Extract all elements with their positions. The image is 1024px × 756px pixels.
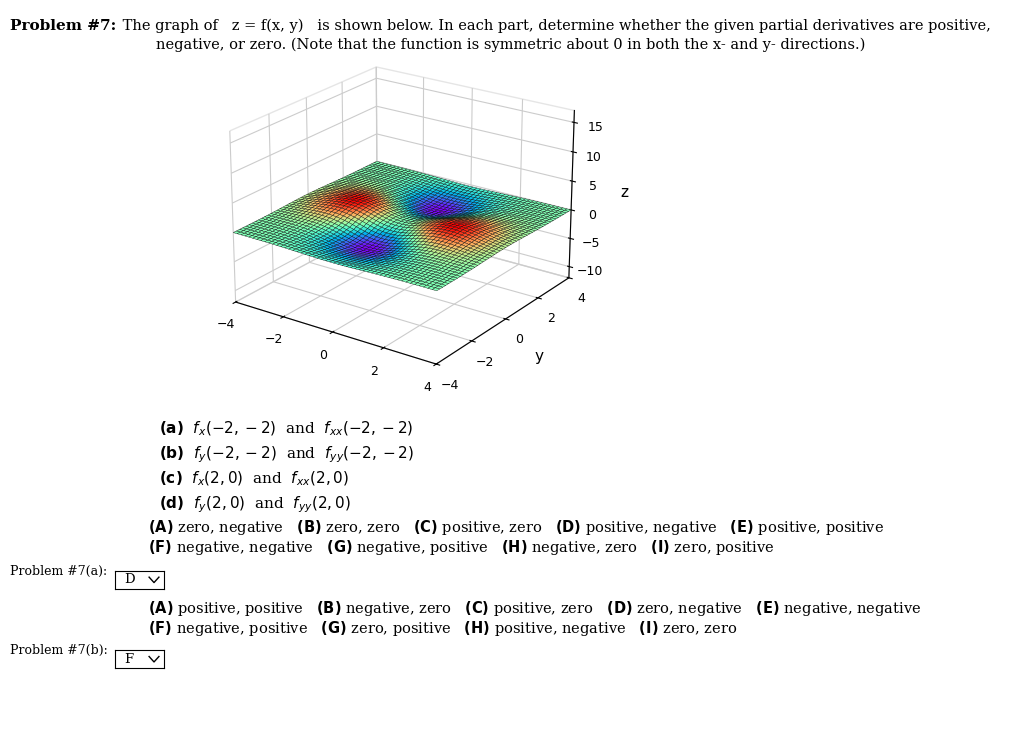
Text: The graph of   z = f(x, y)   is shown below. In each part, determine whether the: The graph of z = f(x, y) is shown below.… — [118, 19, 990, 33]
Text: F: F — [125, 652, 134, 666]
Text: $\mathbf{(F)}$ negative, negative   $\mathbf{(G)}$ negative, positive   $\mathbf: $\mathbf{(F)}$ negative, negative $\math… — [148, 538, 775, 557]
Text: $\mathbf{(a)}$  $f_x(-2,-2)$  and  $f_{xx}(-2,-2)$: $\mathbf{(a)}$ $f_x(-2,-2)$ and $f_{xx}(… — [159, 420, 413, 438]
Text: $\mathbf{(A)}$ zero, negative   $\mathbf{(B)}$ zero, zero   $\mathbf{(C)}$ posit: $\mathbf{(A)}$ zero, negative $\mathbf{(… — [148, 518, 885, 537]
Y-axis label: y: y — [535, 349, 544, 364]
Text: $\mathbf{(c)}$  $f_x(2,0)$  and  $f_{xx}(2,0)$: $\mathbf{(c)}$ $f_x(2,0)$ and $f_{xx}(2,… — [159, 469, 349, 488]
Text: negative, or zero. (Note that the function is symmetric about 0 in both the x- a: negative, or zero. (Note that the functi… — [156, 38, 865, 52]
Text: $\mathbf{(b)}$  $f_y(-2,-2)$  and  $f_{yy}(-2,-2)$: $\mathbf{(b)}$ $f_y(-2,-2)$ and $f_{yy}(… — [159, 445, 414, 465]
Text: Problem #7(a):: Problem #7(a): — [10, 565, 108, 578]
Text: $\mathbf{(A)}$ positive, positive   $\mathbf{(B)}$ negative, zero   $\mathbf{(C): $\mathbf{(A)}$ positive, positive $\math… — [148, 599, 922, 618]
Text: $\mathbf{(F)}$ negative, positive   $\mathbf{(G)}$ zero, positive   $\mathbf{(H): $\mathbf{(F)}$ negative, positive $\math… — [148, 619, 737, 638]
Text: $\mathbf{(d)}$  $f_y(2,0)$  and  $f_{yy}(2,0)$: $\mathbf{(d)}$ $f_y(2,0)$ and $f_{yy}(2,… — [159, 494, 351, 515]
Text: Problem #7(b):: Problem #7(b): — [10, 644, 108, 657]
Text: D: D — [125, 573, 135, 587]
Text: Problem #7:: Problem #7: — [10, 19, 117, 33]
